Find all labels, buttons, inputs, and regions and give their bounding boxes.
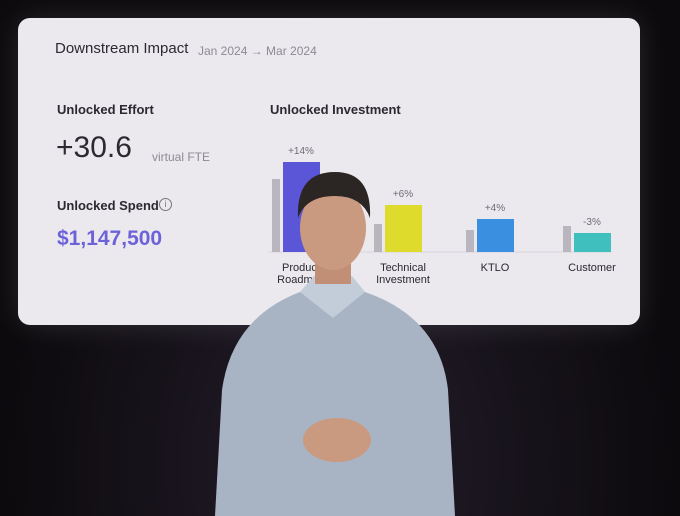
bar [477, 219, 514, 252]
hair [297, 172, 371, 218]
shirt [215, 292, 455, 516]
category-label: Technical Investment [376, 262, 430, 286]
collar [300, 276, 365, 318]
baseline-bar [374, 224, 382, 252]
metric-unit: virtual FTE [152, 150, 211, 164]
hands [303, 418, 371, 462]
category-label: Customer [568, 262, 616, 274]
baseline-bar [563, 226, 571, 252]
card-title: Downstream Impact [55, 40, 189, 57]
bar [385, 205, 422, 252]
change-label: -3% [583, 217, 601, 228]
metric-value: $1,147,500 [57, 227, 163, 250]
baseline-bar [466, 230, 474, 252]
change-label: +4% [485, 203, 505, 214]
bar [574, 233, 611, 252]
metric-label: Unlocked Effort [57, 102, 154, 117]
baseline-bar [272, 179, 280, 252]
head [300, 186, 366, 270]
change-label: +6% [393, 189, 413, 200]
metric-value: +30.6 [56, 131, 132, 164]
period: Jan 2024 → Mar 2024 [198, 44, 317, 58]
metric-label: Unlocked Spend [57, 198, 159, 213]
chart-title: Unlocked Investment [270, 102, 401, 117]
category-label: KTLO [480, 262, 510, 274]
change-label: +14% [288, 146, 314, 157]
info-icon[interactable]: i [159, 198, 172, 211]
